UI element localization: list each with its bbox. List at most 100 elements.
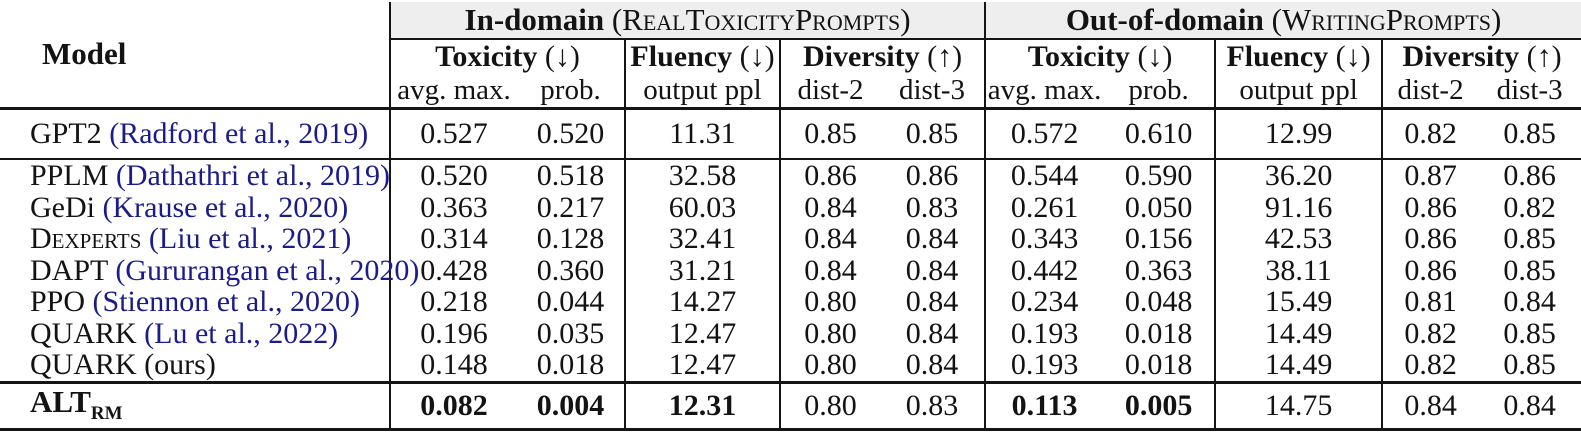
table-row-pplm: PPLM (Dathathri et al., 2019) 0.520 0.51… bbox=[0, 159, 1581, 192]
value-cell: 0.85 bbox=[779, 108, 880, 160]
citation-link[interactable]: (Stiennon et al., 2020) bbox=[92, 285, 360, 318]
model-name: GPT2 bbox=[30, 117, 102, 150]
model-name: DAPT bbox=[30, 253, 108, 287]
value-cell: 0.85 bbox=[1503, 348, 1556, 381]
model-name: PPLM bbox=[30, 159, 109, 192]
model-name: PPO bbox=[30, 285, 86, 318]
subcol-prob: prob. bbox=[517, 74, 625, 110]
ours-label: (ours) bbox=[144, 348, 216, 381]
value-cell: 0.84 bbox=[905, 253, 959, 287]
value-cell: 0.80 bbox=[779, 317, 880, 349]
rm-subscript: RM bbox=[90, 403, 123, 425]
model-name: Dexperts bbox=[30, 222, 142, 255]
model-name-cell: QUARK (ours) bbox=[0, 349, 390, 382]
value-cell: 0.082 bbox=[389, 380, 517, 431]
subcol-prob: prob. bbox=[1103, 74, 1216, 110]
subcol-dist3: dist-3 bbox=[1478, 74, 1581, 110]
value-cell: 91.16 bbox=[1214, 191, 1383, 223]
value-cell: 0.80 bbox=[779, 349, 880, 382]
citation-link[interactable]: (Dathathri et al., 2019) bbox=[115, 159, 390, 192]
value-cell: 0.84 bbox=[905, 285, 959, 318]
value-cell: 14.27 bbox=[624, 286, 780, 318]
citation-link[interactable]: (Lu et al., 2022) bbox=[144, 316, 339, 350]
arrow-down-icon: (↓) bbox=[739, 40, 775, 74]
value-cell: 0.234 bbox=[984, 286, 1104, 318]
dataset-name: (RealToxicityPrompts) bbox=[611, 1, 911, 37]
table-row-ppo: PPO (Stiennon et al., 2020) 0.218 0.044 … bbox=[0, 286, 1581, 318]
arrow-down-icon: (↓) bbox=[1137, 40, 1173, 74]
value-cell: 0.035 bbox=[536, 316, 605, 350]
table-row-dapt: DAPT (Gururangan et al., 2020) 0.428 0.3… bbox=[0, 253, 1581, 287]
value-cell: 0.363 bbox=[389, 191, 517, 223]
model-name-cell: PPO (Stiennon et al., 2020) bbox=[0, 286, 390, 318]
value-cell: 0.193 bbox=[984, 317, 1104, 349]
subcolumn-header-row: avg. max. prob. output ppl dist-2 dist-3… bbox=[0, 74, 1581, 110]
value-cell: 0.80 bbox=[779, 286, 880, 318]
value-cell: 0.196 bbox=[389, 317, 517, 349]
group-header-row: Model In-domain (RealToxicityPrompts) Ou… bbox=[0, 1, 1581, 110]
value-cell: 0.018 bbox=[1124, 316, 1193, 350]
value-cell: 15.49 bbox=[1214, 286, 1383, 318]
value-cell: 32.58 bbox=[624, 159, 780, 192]
value-cell: 0.343 bbox=[984, 223, 1104, 255]
value-cell: 0.314 bbox=[389, 223, 517, 255]
metric-header-fluency-out: Fluency (↓) bbox=[1214, 39, 1383, 74]
value-cell: 0.84 bbox=[1381, 380, 1479, 431]
value-cell: 0.442 bbox=[984, 254, 1104, 286]
value-cell: 0.518 bbox=[536, 159, 605, 192]
value-cell: 0.113 bbox=[984, 380, 1104, 431]
value-cell: 0.84 bbox=[905, 316, 959, 350]
value-cell: 0.86 bbox=[1381, 191, 1479, 223]
value-cell: 0.261 bbox=[984, 191, 1104, 223]
value-cell: 0.610 bbox=[1103, 108, 1216, 160]
value-cell: 32.41 bbox=[624, 223, 780, 255]
paper-results-table-region: Model In-domain (RealToxicityPrompts) Ou… bbox=[0, 2, 1581, 431]
results-table: Model In-domain (RealToxicityPrompts) Ou… bbox=[0, 2, 1581, 431]
value-cell: 0.84 bbox=[779, 191, 880, 223]
table-row-quark-ours: QUARK (ours) 0.148 0.018 12.47 0.80 0.84… bbox=[0, 349, 1581, 382]
model-name: GeDi bbox=[30, 190, 95, 224]
citation-link[interactable]: (Krause et al., 2020) bbox=[102, 190, 349, 224]
group-header-in-domain: In-domain (RealToxicityPrompts) bbox=[388, 1, 986, 40]
metric-header-toxicity-out: Toxicity (↓) bbox=[984, 39, 1216, 74]
model-name-cell: GeDi (Krause et al., 2020) bbox=[0, 190, 390, 224]
value-cell: 11.31 bbox=[624, 108, 780, 160]
arrow-up-icon: (↑) bbox=[1526, 40, 1562, 74]
value-cell: 0.044 bbox=[536, 285, 605, 318]
citation-link[interactable]: (Radford et al., 2019) bbox=[109, 117, 369, 150]
value-cell: 0.050 bbox=[1124, 190, 1193, 224]
model-name-cell: GPT2 (Radford et al., 2019) bbox=[0, 108, 390, 160]
group-name: In-domain bbox=[464, 1, 605, 37]
subcol-avg-max: avg. max. bbox=[984, 74, 1104, 110]
metric-header-diversity-in: Diversity (↑) bbox=[778, 39, 986, 74]
model-name-cell: Dexperts (Liu et al., 2021) bbox=[0, 223, 390, 255]
value-cell: 36.20 bbox=[1214, 159, 1383, 192]
model-name: QUARK bbox=[30, 348, 137, 381]
value-cell: 0.527 bbox=[389, 108, 517, 160]
value-cell: 0.80 bbox=[779, 380, 880, 431]
group-name: Out-of-domain bbox=[1065, 1, 1264, 37]
citation-link[interactable]: (Gururangan et al., 2020) bbox=[115, 253, 420, 287]
value-cell: 0.156 bbox=[1124, 222, 1193, 255]
value-cell: 12.47 bbox=[624, 317, 780, 349]
value-cell: 0.85 bbox=[1503, 253, 1556, 287]
table-row-gedi: GeDi (Krause et al., 2020) 0.363 0.217 6… bbox=[0, 190, 1581, 224]
value-cell: 0.363 bbox=[1124, 253, 1193, 287]
value-cell: 12.99 bbox=[1214, 108, 1383, 160]
value-cell: 14.49 bbox=[1214, 349, 1383, 382]
citation-link[interactable]: (Liu et al., 2021) bbox=[148, 222, 352, 255]
model-name-cell: ALTRM bbox=[0, 380, 390, 431]
value-cell: 14.75 bbox=[1214, 380, 1383, 431]
value-cell: 0.84 bbox=[1478, 380, 1581, 431]
value-cell: 60.03 bbox=[624, 191, 780, 223]
value-cell: 0.81 bbox=[1381, 286, 1479, 318]
table-row-alt-rm: ALTRM 0.082 0.004 12.31 0.80 0.83 0.113 … bbox=[0, 380, 1581, 431]
value-cell: 0.128 bbox=[536, 222, 605, 255]
value-cell: 0.520 bbox=[517, 108, 625, 160]
subcol-dist2: dist-2 bbox=[779, 74, 880, 110]
value-cell: 0.85 bbox=[880, 108, 986, 160]
subcol-output-ppl: output ppl bbox=[1214, 74, 1383, 110]
value-cell: 12.31 bbox=[624, 380, 780, 431]
model-name-cell: DAPT (Gururangan et al., 2020) bbox=[0, 253, 419, 287]
model-name: QUARK bbox=[30, 316, 137, 350]
